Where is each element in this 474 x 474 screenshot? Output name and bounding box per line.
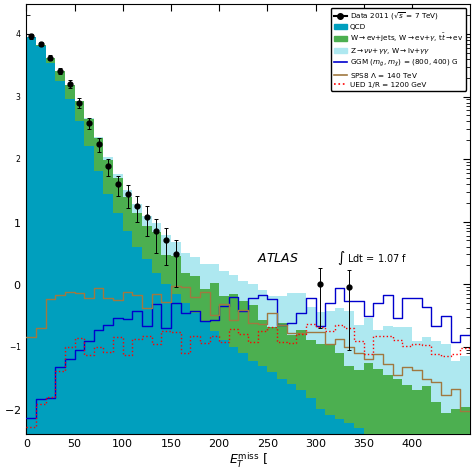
Text: $\mathit{ATLAS}$: $\mathit{ATLAS}$ <box>257 252 299 265</box>
Text: $\int$ Ldt = 1.07 f: $\int$ Ldt = 1.07 f <box>337 249 407 267</box>
X-axis label: $E_T^{\rm miss}$ [: $E_T^{\rm miss}$ [ <box>228 450 267 470</box>
Legend: Data 2011 ($\sqrt{s}$ = 7 TeV), QCD, W$\rightarrow$ev+jets, W$\rightarrow$ev+$\g: Data 2011 ($\sqrt{s}$ = 7 TeV), QCD, W$\… <box>331 8 466 91</box>
